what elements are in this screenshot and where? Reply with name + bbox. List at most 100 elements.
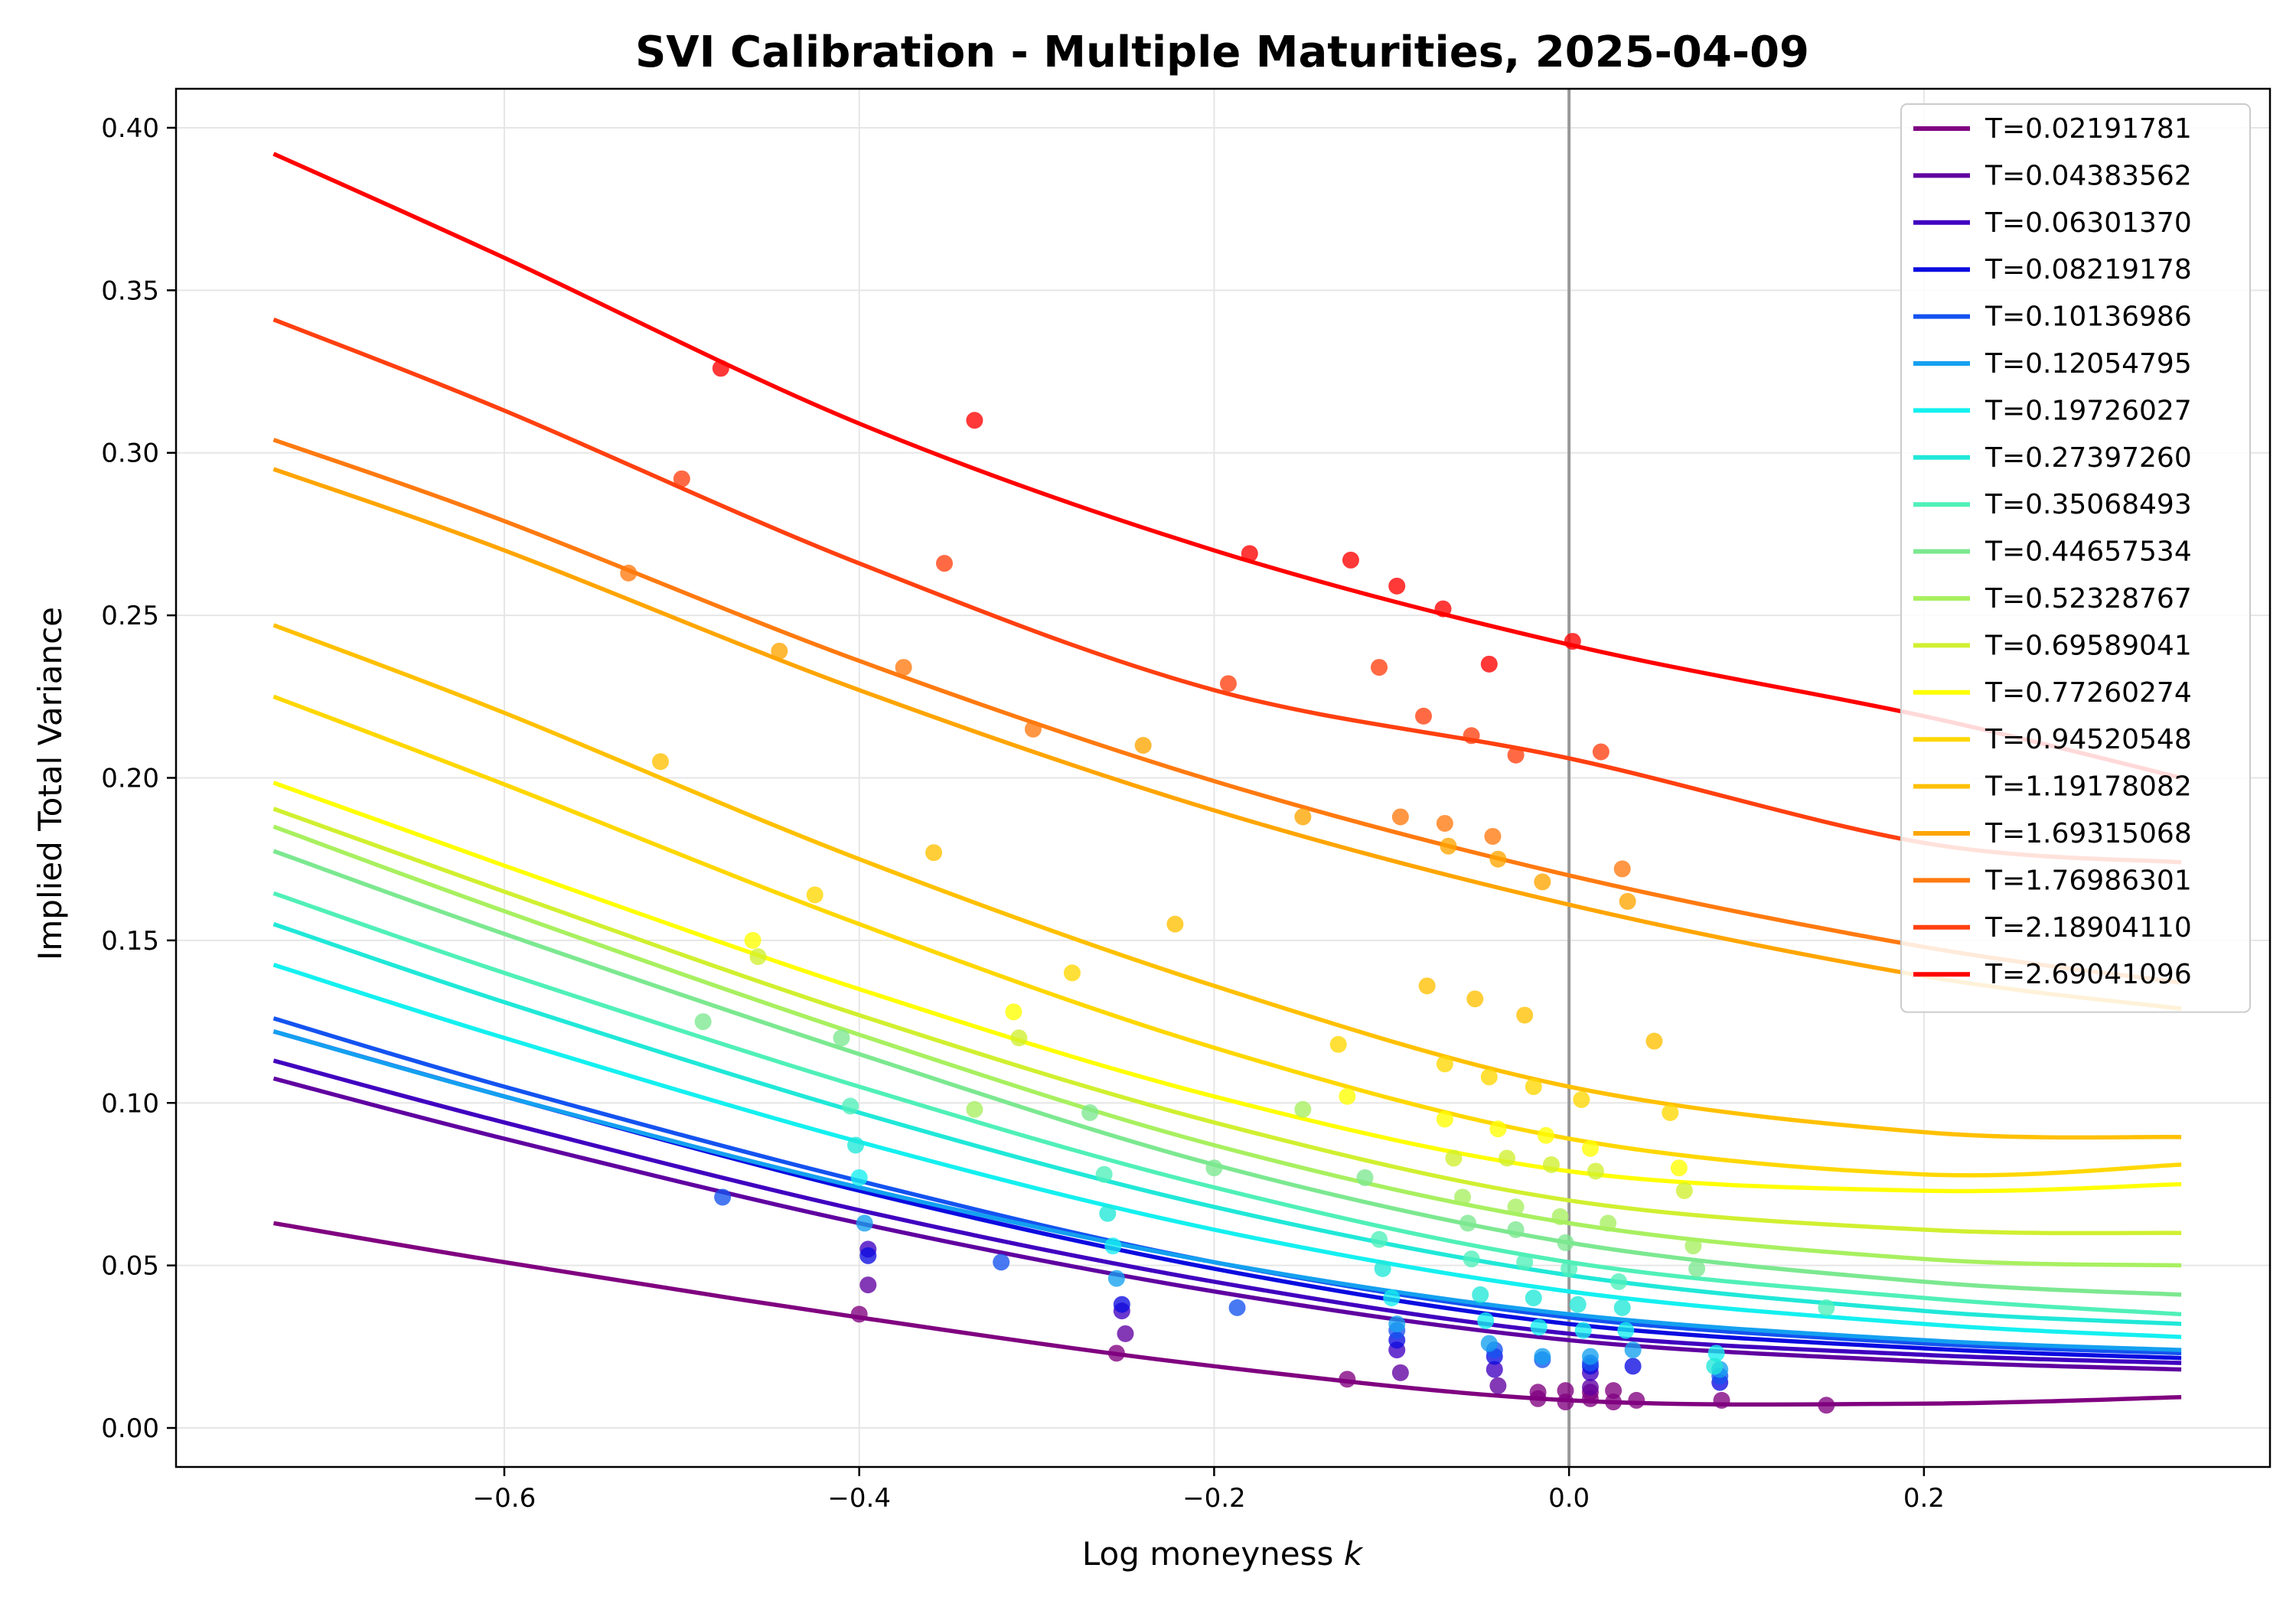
market-point — [1356, 1169, 1374, 1186]
svi-curve — [272, 824, 2182, 1268]
market-point — [1480, 1335, 1498, 1352]
market-point — [1688, 1260, 1706, 1277]
market-point — [1113, 1296, 1130, 1313]
market-point — [1383, 1289, 1401, 1307]
svi-curve — [272, 807, 2182, 1236]
legend-label: T=0.44657534 — [1985, 536, 2192, 568]
market-point — [1459, 1214, 1476, 1232]
svi-curve — [272, 694, 2182, 1178]
market-point — [1472, 1286, 1489, 1303]
x-tick-label: −0.6 — [473, 1483, 536, 1514]
market-point — [749, 948, 767, 966]
legend-label: T=1.76986301 — [1985, 865, 2192, 896]
market-point — [1613, 860, 1631, 878]
market-point — [1706, 1358, 1724, 1375]
market-point — [966, 412, 983, 429]
market-point — [859, 1247, 877, 1264]
market-point — [1707, 1345, 1725, 1362]
market-point — [1713, 1391, 1730, 1409]
legend: T=0.02191781 T=0.04383562 T=0.06301370 T=0.… — [1900, 103, 2251, 1013]
svi-curve — [272, 1029, 2182, 1352]
svi-curve — [272, 1058, 2182, 1365]
market-point — [1228, 1299, 1246, 1316]
market-point — [1371, 659, 1388, 676]
svi-curve — [272, 921, 2182, 1326]
x-axis-title: Log moneyness k — [1082, 1535, 1364, 1573]
market-point — [1391, 1364, 1409, 1381]
market-point — [1241, 545, 1258, 562]
x-tick-label: 0.0 — [1548, 1483, 1590, 1514]
market-point — [1557, 1234, 1574, 1251]
x-axis-ticks: −0.6 −0.4 −0.2 0.0 0.2 — [473, 1467, 1945, 1514]
legend-label: T=0.35068493 — [1985, 489, 2192, 520]
legend-label: T=0.19726027 — [1985, 395, 2192, 426]
market-point — [1489, 1377, 1507, 1394]
svi-curve — [272, 623, 2182, 1140]
x-tick-label: −0.2 — [1182, 1483, 1246, 1514]
market-point — [1339, 1371, 1356, 1388]
svi-curve — [272, 963, 2182, 1339]
market-point — [1463, 1250, 1480, 1268]
market-point — [1569, 1296, 1587, 1313]
market-point — [1107, 1270, 1125, 1287]
market-point — [1010, 1029, 1028, 1047]
x-axis-label: Log moneyness — [1082, 1535, 1334, 1573]
legend-label: T=0.27397260 — [1985, 442, 2192, 474]
market-point — [1525, 1289, 1542, 1307]
market-point — [1081, 1104, 1099, 1122]
market-point — [1617, 1322, 1635, 1339]
market-point — [1445, 1149, 1463, 1167]
market-point — [1581, 1139, 1599, 1157]
market-point — [833, 1029, 850, 1047]
market-point — [1557, 1393, 1574, 1411]
market-point — [850, 1305, 868, 1323]
market-point — [1489, 850, 1507, 868]
y-tick-label: 0.10 — [101, 1088, 159, 1119]
market-point — [1166, 915, 1184, 933]
market-point — [1440, 837, 1457, 855]
legend-box — [1900, 103, 2251, 1013]
y-tick-label: 0.20 — [101, 764, 159, 794]
market-point — [1610, 1273, 1628, 1290]
y-tick-label: 0.40 — [101, 113, 159, 144]
fitted-curves — [272, 152, 2182, 1407]
market-point — [1662, 1104, 1679, 1122]
svi-curve — [273, 1221, 2182, 1407]
market-point — [1564, 633, 1581, 650]
market-point — [1684, 1237, 1702, 1255]
market-point — [1418, 977, 1436, 995]
market-point — [850, 1169, 868, 1186]
svi-curve — [272, 781, 2182, 1194]
market-point — [1561, 1260, 1578, 1277]
y-tick-label: 0.25 — [101, 601, 159, 631]
market-point — [694, 1013, 712, 1031]
market-point — [1005, 1003, 1022, 1021]
market-point — [1624, 1341, 1642, 1359]
legend-label: T=0.77260274 — [1985, 677, 2192, 709]
market-point — [1628, 1391, 1645, 1409]
chart-title: SVI Calibration - Multiple Maturities, 2… — [635, 28, 1809, 77]
market-point — [1534, 1348, 1551, 1365]
market-point — [859, 1276, 877, 1294]
legend-label: T=1.69315068 — [1985, 818, 2192, 849]
market-point — [895, 659, 912, 676]
market-point — [771, 642, 788, 660]
legend-label: T=0.12054795 — [1985, 348, 2192, 380]
market-point — [1574, 1322, 1592, 1339]
market-point — [1645, 1032, 1663, 1050]
market-point — [1371, 1231, 1388, 1248]
market-point — [1551, 1208, 1569, 1225]
x-tick-label: −0.4 — [827, 1483, 891, 1514]
market-point — [1434, 600, 1452, 618]
market-point — [1463, 727, 1480, 745]
market-point — [714, 1188, 732, 1206]
market-point — [1537, 1126, 1554, 1144]
market-point — [620, 564, 638, 582]
legend-label: T=1.19178082 — [1985, 771, 2192, 803]
market-point — [966, 1100, 983, 1118]
market-point — [1489, 1120, 1507, 1138]
market-point — [1498, 1149, 1515, 1167]
legend-label: T=0.69589041 — [1985, 630, 2192, 661]
market-point — [1507, 746, 1525, 764]
